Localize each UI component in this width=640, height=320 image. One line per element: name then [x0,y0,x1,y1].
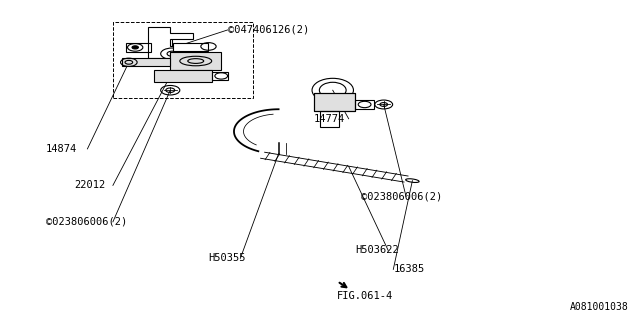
Bar [154,69,212,82]
Text: ©023806006(2): ©023806006(2) [46,217,127,227]
Text: H503622: H503622 [355,245,399,255]
Text: ©047406126(2): ©047406126(2) [228,25,309,35]
Bar [314,93,355,111]
Text: 14874: 14874 [46,144,77,154]
Polygon shape [148,27,193,59]
Text: 14774: 14774 [314,114,345,124]
Text: H50355: H50355 [209,253,246,263]
Bar [173,43,209,51]
Bar [170,52,221,69]
Bar [314,93,355,111]
Text: ©023806006(2): ©023806006(2) [362,191,443,202]
Bar [212,72,228,80]
Text: 16385: 16385 [394,264,424,275]
Bar [320,111,339,127]
Bar [122,59,170,67]
Bar [355,100,374,109]
Text: A081001038: A081001038 [570,302,629,312]
Bar [113,22,253,98]
Text: 22012: 22012 [75,180,106,190]
Bar [125,43,151,52]
Text: FIG.061-4: FIG.061-4 [337,291,394,301]
Circle shape [132,46,138,49]
